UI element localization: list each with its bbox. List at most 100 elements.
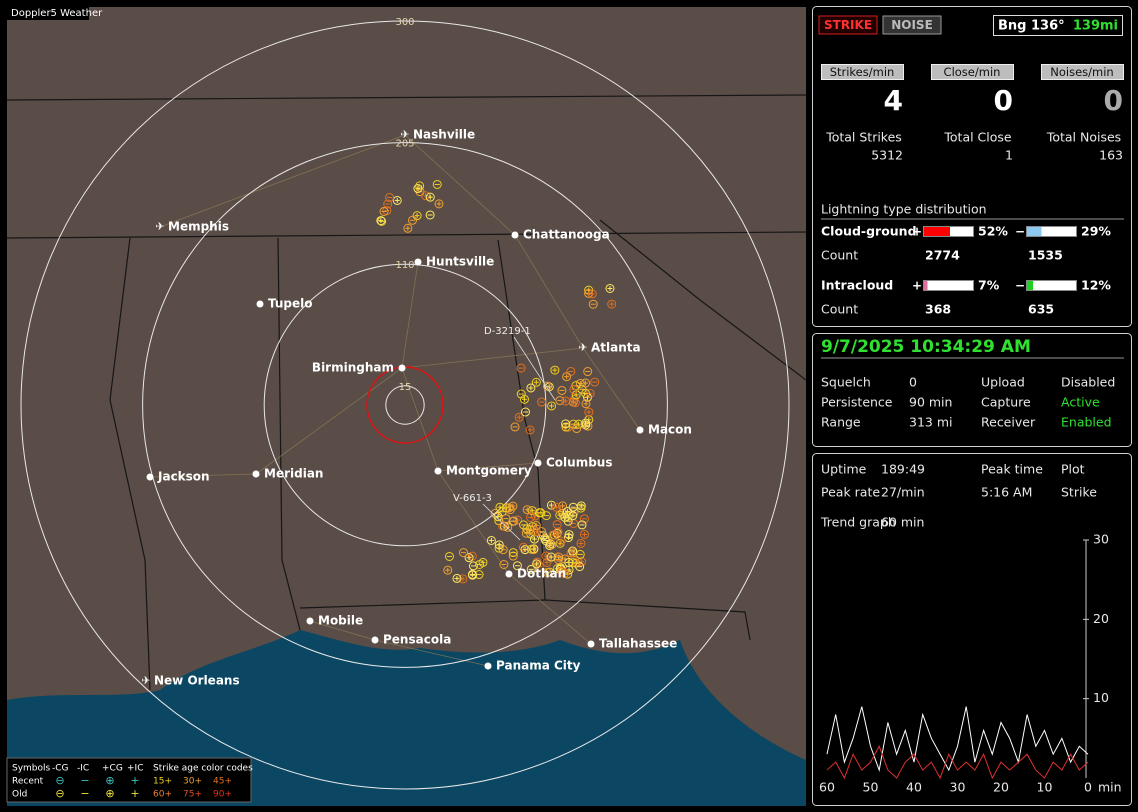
legend-symbol: + — [130, 787, 139, 800]
bar-track — [1026, 280, 1077, 291]
strike — [531, 377, 541, 387]
ring-label: 15 — [399, 382, 412, 393]
stats-text: Strike — [1061, 485, 1097, 500]
bearing-box — [993, 15, 1123, 36]
ring-label: 300 — [395, 17, 414, 28]
strike — [494, 540, 504, 550]
strike-ring — [564, 530, 574, 540]
strike-ring — [508, 501, 518, 511]
strike-ring — [569, 384, 579, 394]
stats-panel — [812, 6, 1132, 327]
strike — [568, 502, 578, 512]
strike-ring — [577, 520, 587, 530]
legend-age: 45+ — [213, 777, 232, 787]
strike — [541, 511, 551, 521]
status-text: Persistence — [821, 395, 893, 410]
strike-ring — [550, 365, 560, 375]
count-label: Count — [821, 248, 858, 263]
sign: − — [1015, 225, 1025, 239]
bar — [1027, 227, 1042, 236]
strike-ring — [583, 367, 593, 377]
strike-ring — [526, 564, 536, 574]
type-name: Cloud-ground — [821, 224, 917, 239]
strike-label[interactable]: STRIKE — [824, 18, 872, 32]
strike-ring — [379, 206, 389, 216]
strike — [468, 561, 478, 571]
strike-ring — [557, 385, 567, 395]
x-tick-label: 40 — [906, 780, 922, 795]
percent: 7% — [978, 278, 1000, 293]
status-text: 313 mi — [909, 415, 952, 430]
strike-ring — [503, 522, 513, 532]
total-value: 5312 — [871, 148, 903, 163]
strike-ring — [556, 536, 566, 546]
strike — [495, 502, 505, 512]
strike — [542, 567, 552, 577]
y-tick-label: 10 — [1093, 690, 1109, 705]
strike-ring — [563, 569, 573, 579]
city-label: Huntsville — [426, 255, 494, 269]
strike-ring — [579, 514, 589, 524]
bearing: Bng 136° — [998, 19, 1065, 34]
strike-ring — [508, 551, 518, 561]
trend-panel — [812, 453, 1132, 806]
strike — [561, 419, 571, 429]
strike — [526, 383, 536, 393]
noise-label[interactable]: NOISE — [891, 18, 933, 32]
strike — [584, 407, 594, 417]
stats-text: Plot — [1061, 462, 1085, 477]
strike-ring — [562, 372, 572, 382]
strike-ring — [553, 552, 563, 562]
rate-header-box — [821, 64, 904, 80]
sign: + — [912, 279, 922, 293]
legend-symbol: ⊕ — [105, 787, 114, 800]
strike-ring — [568, 546, 578, 556]
strike-ring — [519, 394, 529, 404]
noise-button[interactable] — [882, 15, 942, 35]
strike-ring — [504, 503, 514, 513]
percent: 29% — [1081, 224, 1111, 239]
y-tick-label: 20 — [1093, 611, 1109, 626]
strike-ring — [572, 424, 582, 434]
strike-ring — [415, 181, 425, 191]
total-label: Total Strikes — [825, 130, 902, 145]
city-label: Chattanooga — [523, 228, 610, 242]
count: 1535 — [1028, 248, 1063, 263]
strike — [581, 418, 591, 428]
trend-label: Trend graph — [820, 515, 896, 530]
city-label: New Orleans — [154, 674, 240, 688]
strike-ring — [512, 561, 522, 571]
strike-ring — [534, 561, 544, 571]
strike — [552, 520, 562, 530]
strike-ring — [478, 557, 488, 567]
strike-ring — [508, 548, 518, 558]
strike-ring — [490, 508, 500, 518]
city-dot — [256, 300, 264, 308]
strike — [452, 573, 462, 583]
legend-row-label: Old — [12, 790, 27, 800]
strike — [537, 527, 547, 537]
legend-type: +IC — [127, 764, 143, 774]
city-label: Macon — [648, 423, 692, 437]
strike-ring — [542, 381, 552, 391]
city-label: Mobile — [318, 614, 363, 628]
strike-ring — [581, 388, 591, 398]
percent: 12% — [1081, 278, 1111, 293]
strike-ring — [581, 418, 591, 428]
range-ring — [142, 142, 668, 668]
legend-type: -CG — [52, 764, 69, 774]
strike-button[interactable] — [818, 15, 878, 35]
strike-ring — [377, 216, 387, 226]
strike — [546, 552, 556, 562]
strike-ring — [558, 501, 568, 511]
strike — [513, 515, 523, 525]
strike-ring — [541, 511, 551, 521]
strike-ring — [452, 573, 462, 583]
strike — [520, 407, 530, 417]
strike-ring — [526, 544, 536, 554]
legend-age: 75+ — [183, 790, 202, 800]
stats-text: Peak rate — [821, 485, 880, 500]
strike-ring — [522, 505, 532, 515]
strike — [498, 521, 508, 531]
bar — [1027, 281, 1033, 290]
